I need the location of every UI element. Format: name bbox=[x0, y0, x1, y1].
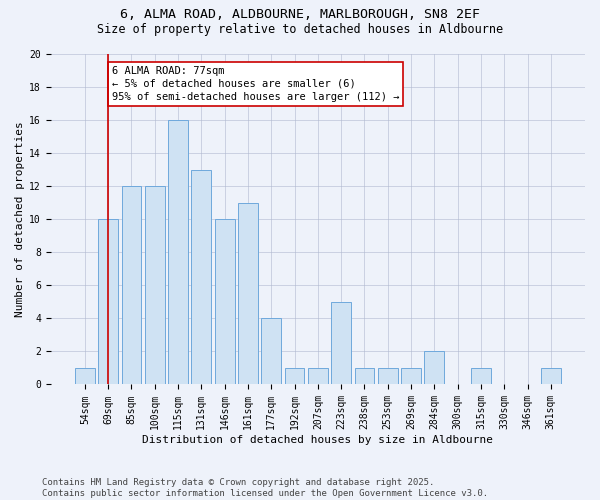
Bar bbox=[145, 186, 164, 384]
Text: 6, ALMA ROAD, ALDBOURNE, MARLBOROUGH, SN8 2EF: 6, ALMA ROAD, ALDBOURNE, MARLBOROUGH, SN… bbox=[120, 8, 480, 20]
Bar bbox=[75, 368, 95, 384]
Bar bbox=[215, 219, 235, 384]
Bar bbox=[401, 368, 421, 384]
Bar bbox=[168, 120, 188, 384]
Bar bbox=[355, 368, 374, 384]
Bar bbox=[541, 368, 561, 384]
Bar bbox=[284, 368, 304, 384]
Bar bbox=[191, 170, 211, 384]
Bar bbox=[98, 219, 118, 384]
Bar bbox=[122, 186, 142, 384]
Text: Contains HM Land Registry data © Crown copyright and database right 2025.
Contai: Contains HM Land Registry data © Crown c… bbox=[42, 478, 488, 498]
Y-axis label: Number of detached properties: Number of detached properties bbox=[15, 122, 25, 317]
Bar bbox=[308, 368, 328, 384]
X-axis label: Distribution of detached houses by size in Aldbourne: Distribution of detached houses by size … bbox=[142, 435, 493, 445]
Bar bbox=[378, 368, 398, 384]
Text: Size of property relative to detached houses in Aldbourne: Size of property relative to detached ho… bbox=[97, 22, 503, 36]
Bar bbox=[424, 352, 444, 384]
Text: 6 ALMA ROAD: 77sqm
← 5% of detached houses are smaller (6)
95% of semi-detached : 6 ALMA ROAD: 77sqm ← 5% of detached hous… bbox=[112, 66, 399, 102]
Bar bbox=[262, 318, 281, 384]
Bar bbox=[331, 302, 351, 384]
Bar bbox=[471, 368, 491, 384]
Bar bbox=[238, 202, 258, 384]
